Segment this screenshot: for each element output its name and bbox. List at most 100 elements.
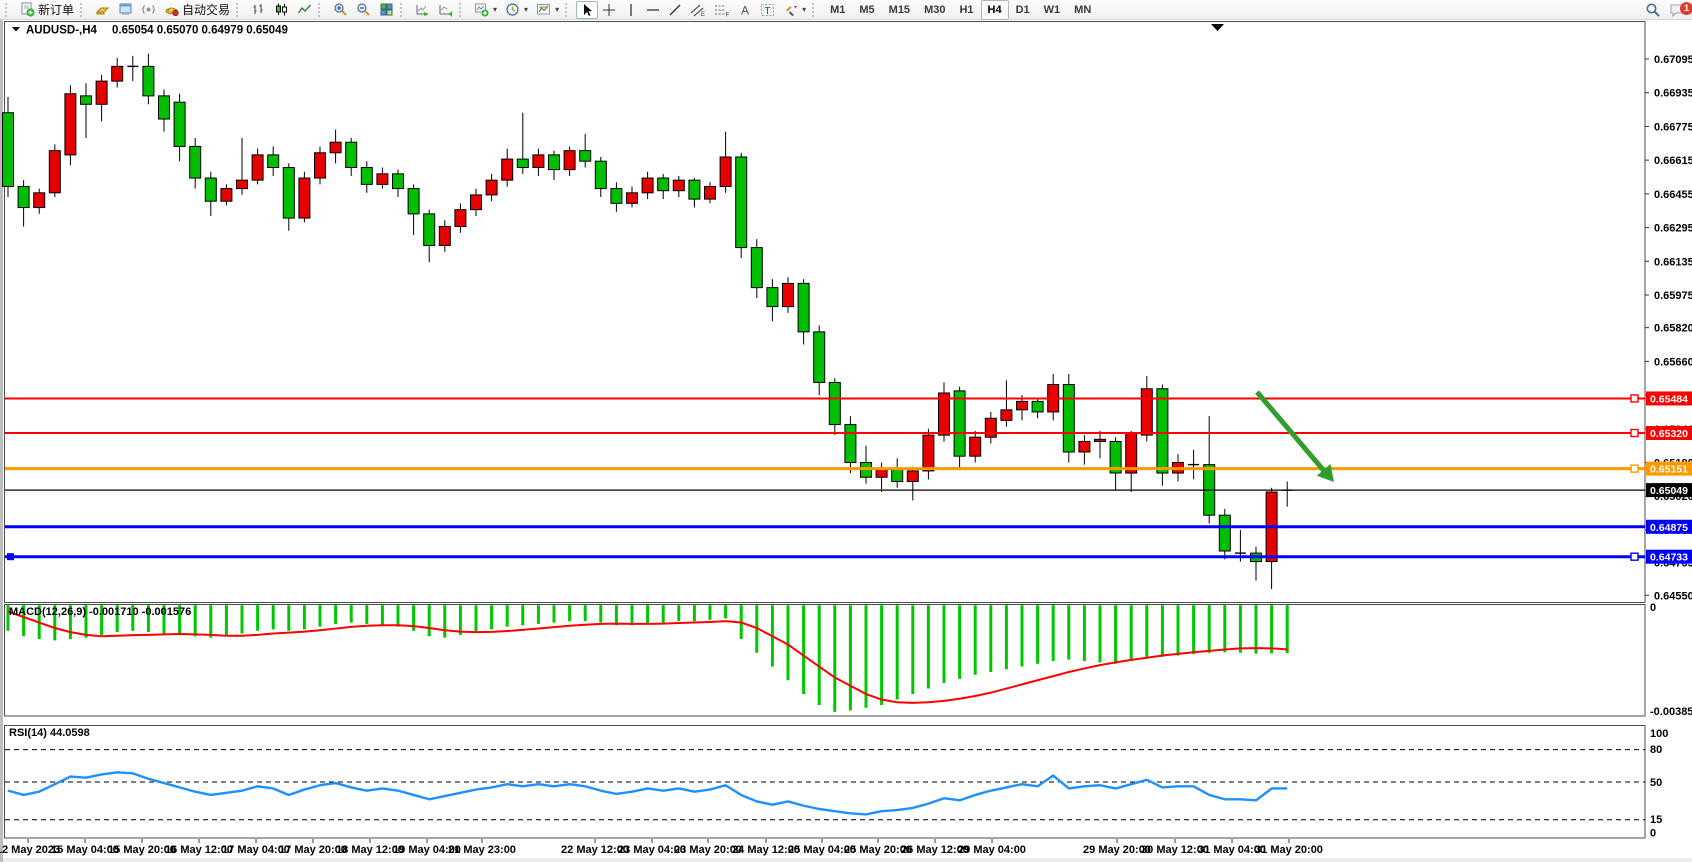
svg-text:0.64550: 0.64550 <box>1654 590 1692 602</box>
candle-body <box>1000 409 1013 421</box>
candle-body <box>329 141 342 154</box>
date-label: 23 May 04:00 <box>618 844 686 856</box>
indicators-icon <box>475 3 489 17</box>
candle-body <box>251 154 264 181</box>
toolbar-grip <box>565 2 572 17</box>
hline-objects: 0.65484 0.65320 0.65151 0.65049 0.64875 0.647… <box>5 391 1692 564</box>
line-handle[interactable] <box>1630 394 1639 403</box>
price-label: 0.65484 <box>1650 393 1688 405</box>
candle-body <box>844 424 857 464</box>
timeframe-d1[interactable]: D1 <box>1015 3 1030 16</box>
toolbar-grip <box>5 2 12 17</box>
toolbar-grip <box>459 2 466 17</box>
templates-dropdown-caret[interactable]: ▾ <box>555 5 560 14</box>
chart-shift-marker[interactable] <box>1211 24 1224 31</box>
data-window-icon <box>119 3 132 15</box>
toolbar-grip <box>318 2 325 17</box>
tile-windows-button[interactable] <box>375 1 398 19</box>
candlestick-icon <box>276 3 288 16</box>
clock-icon <box>506 3 519 16</box>
date-label: 19 May 04:00 <box>393 844 461 856</box>
new-order-button[interactable]: 新订单 <box>16 1 78 19</box>
date-label: 22 May 12:00 <box>561 844 629 856</box>
chart-title: AUDUSD-,H4 0.65054 0.65070 0.64979 0.6504… <box>12 25 288 37</box>
market-watch-button[interactable] <box>91 1 114 19</box>
line-handle[interactable] <box>1630 464 1639 473</box>
timeframe-w1[interactable]: W1 <box>1043 3 1061 16</box>
text-label-button[interactable]: T <box>756 1 779 19</box>
svg-text:E: E <box>701 12 705 17</box>
notifications-button[interactable]: 1 <box>1669 2 1692 18</box>
trendline-button[interactable] <box>664 1 686 19</box>
horizontal-line-button[interactable] <box>642 1 664 19</box>
rsi-label: RSI(14) 44.0598 <box>9 727 90 739</box>
timeframe-m30[interactable]: M30 <box>924 3 946 16</box>
candle-body <box>1062 384 1075 453</box>
text-button[interactable]: A <box>734 1 756 19</box>
candle-body <box>438 226 451 246</box>
timeframe-mn[interactable]: MN <box>1074 3 1092 16</box>
candle-body <box>423 213 436 246</box>
templates-button[interactable]: ▾ <box>532 1 563 19</box>
line-handle[interactable] <box>7 553 14 561</box>
candle-body <box>766 287 779 308</box>
indicators-button[interactable]: ▾ <box>470 1 501 19</box>
candle-body <box>2 112 14 187</box>
bar-chart-button[interactable] <box>247 1 270 19</box>
candle-body <box>470 194 482 211</box>
periods-button[interactable]: ▾ <box>501 1 532 19</box>
timeframe-h4[interactable]: H4 <box>980 0 1009 20</box>
candle-body <box>984 417 997 438</box>
equidistant-channel-button[interactable]: E <box>686 1 710 19</box>
candle-body <box>142 65 155 97</box>
fibonacci-button[interactable]: F <box>710 1 734 19</box>
zoom-out-button[interactable] <box>352 1 375 19</box>
candle-body <box>173 101 186 147</box>
periods-dropdown-caret[interactable]: ▾ <box>524 5 529 14</box>
cursor-button[interactable] <box>576 0 599 19</box>
macd-label: MACD(12,26,9) -0.001710 -0.001576 <box>9 606 191 618</box>
vertical-line-icon <box>630 3 632 16</box>
arrows-dropdown-caret[interactable]: ▾ <box>802 5 807 14</box>
autotrading-button[interactable]: 自动交易 <box>160 1 234 19</box>
crosshair-button[interactable] <box>598 1 620 19</box>
candle-body <box>906 470 919 482</box>
candlestick-chart-button[interactable] <box>270 1 293 19</box>
line-handle[interactable] <box>1630 428 1639 438</box>
macd-pane: MACD(12,26,9) -0.001710 -0.001576 0 -0.003… <box>6 602 1692 718</box>
templates-icon <box>537 4 551 15</box>
search-icon[interactable] <box>1645 2 1661 18</box>
symbol-dropdown-icon[interactable] <box>12 27 20 32</box>
candle-body <box>407 188 420 215</box>
data-window-button[interactable] <box>114 1 137 19</box>
candle-body <box>392 173 404 190</box>
chart-shift-icon <box>439 5 453 17</box>
svg-text:0.66295: 0.66295 <box>1654 223 1692 235</box>
candle-body <box>688 179 701 200</box>
timeframe-h1[interactable]: H1 <box>959 3 974 16</box>
candle-body <box>360 167 373 185</box>
candle-body <box>516 158 529 169</box>
line-handle[interactable] <box>1630 552 1639 561</box>
timeframe-m1[interactable]: M1 <box>830 3 846 16</box>
date-label: 16 May 12:00 <box>165 844 233 856</box>
arrows-icon <box>786 5 798 16</box>
main-toolbar: 新订单 <box>0 0 1692 20</box>
arrows-button[interactable]: ▾ <box>779 1 810 19</box>
candle-body <box>813 331 826 383</box>
auto-scroll-button[interactable] <box>411 1 434 19</box>
candle-body <box>828 381 841 426</box>
line-chart-button[interactable] <box>293 1 316 19</box>
text-label-icon: T <box>761 3 775 17</box>
timeframe-m5[interactable]: M5 <box>859 3 875 16</box>
chart-shift-button[interactable] <box>434 1 457 19</box>
vertical-line-button[interactable] <box>620 1 642 19</box>
candle-body <box>579 150 592 162</box>
indicators-dropdown-caret[interactable]: ▾ <box>493 5 498 14</box>
strategy-navigator-button[interactable] <box>137 1 160 19</box>
trend-arrow-annotation[interactable] <box>1255 390 1334 482</box>
timeframe-m15[interactable]: M15 <box>888 3 911 16</box>
zoom-in-button[interactable] <box>329 1 352 19</box>
